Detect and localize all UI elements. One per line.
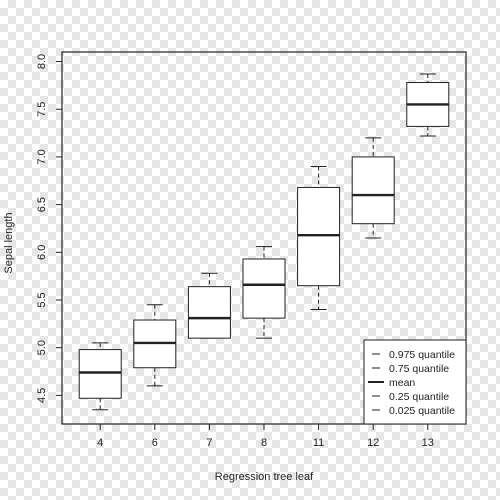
y-tick-label: 6.5 (36, 197, 48, 212)
y-tick-label: 4.5 (36, 388, 48, 403)
box-4 (78, 342, 122, 411)
box-11 (297, 165, 341, 311)
y-tick-label: 8.0 (36, 54, 48, 69)
x-tick-label: 8 (261, 437, 267, 449)
iqr-box (187, 286, 231, 339)
legend-entry: mean (389, 377, 415, 389)
iqr-box (242, 258, 286, 319)
x-axis-label: Regression tree leaf (215, 471, 314, 483)
x-tick-label: 6 (152, 437, 158, 449)
y-axis: 4.5 5.0 5.5 6.0 6.5 7.0 7.5 8.0 (36, 54, 63, 403)
iqr-box (351, 156, 395, 225)
box-8 (242, 246, 286, 339)
y-tick-label: 6.0 (36, 245, 48, 260)
legend-entry: 0.025 quantile (389, 405, 455, 417)
y-tick-label: 5.5 (36, 292, 48, 307)
x-tick-label: 7 (206, 437, 212, 449)
legend: 0.975 quantile 0.75 quantile mean 0.25 quan… (363, 339, 467, 425)
box-13 (406, 73, 450, 137)
iqr-box (78, 349, 122, 399)
x-tick-label: 12 (367, 437, 379, 449)
y-tick-label: 7.5 (36, 102, 48, 117)
x-axis: 4 6 7 8 11 12 13 (97, 423, 434, 449)
box-7 (187, 272, 231, 339)
boxes-group (78, 73, 450, 411)
legend-entry: 0.75 quantile (389, 363, 449, 375)
x-tick-label: 13 (422, 437, 434, 449)
legend-entry: 0.25 quantile (389, 391, 449, 403)
box-6 (133, 304, 177, 387)
x-tick-label: 4 (97, 437, 103, 449)
y-tick-label: 7.0 (36, 149, 48, 164)
y-tick-label: 5.0 (36, 340, 48, 355)
x-tick-label: 11 (313, 437, 324, 449)
legend-entry: 0.975 quantile (389, 349, 455, 361)
box-12 (351, 137, 395, 239)
y-axis-label: Sepal length (3, 212, 15, 273)
iqr-box (297, 186, 341, 287)
